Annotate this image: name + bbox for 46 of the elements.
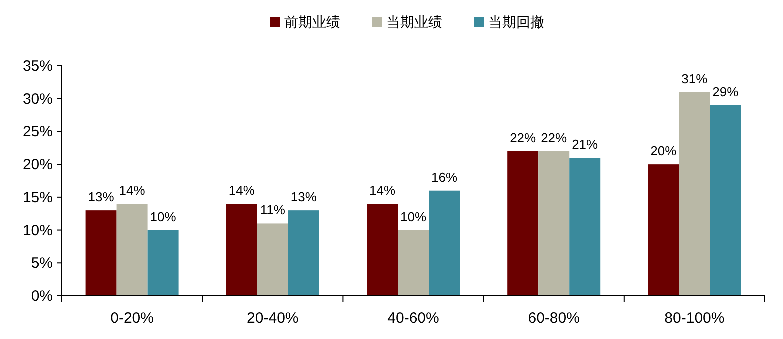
data-label: 20% [650,144,678,159]
bar [257,224,288,296]
data-label: 29% [712,84,740,100]
legend-label: 前期业绩 [284,14,340,30]
bar [679,92,710,296]
bar [710,105,742,296]
data-label: 10% [400,209,427,224]
data-label: 22% [510,130,537,146]
y-tick-label: 5% [31,255,53,272]
data-label: 13% [290,190,318,205]
bar [86,210,117,296]
y-tick-label: 0% [31,288,53,305]
bar [429,190,460,296]
data-label: 13% [88,190,115,205]
legend-label: 当期回撤 [488,14,544,30]
bar [288,210,320,296]
bar [508,151,539,296]
bar [148,230,179,296]
y-tick-label: 10% [22,222,53,240]
bar [538,151,570,296]
bar [226,204,258,296]
data-label: 16% [431,170,458,185]
data-label: 14% [369,183,396,198]
x-tick-label: 80-100% [664,310,725,327]
legend-label: 当期业绩 [386,14,442,30]
x-tick-label: 40-60% [388,310,440,327]
x-tick-label: 20-40% [247,310,299,327]
x-tick-label: 60-80% [528,310,580,327]
bar [116,204,148,296]
bar [570,158,601,296]
y-tick-label: 35% [22,58,53,75]
data-label: 11% [260,202,286,218]
bar [367,204,398,296]
y-tick-label: 15% [22,189,53,206]
bar [398,230,429,296]
data-label: 10% [150,209,177,224]
data-label: 14% [119,183,146,198]
x-tick-label: 0-20% [110,310,154,327]
data-label: 21% [572,137,599,152]
bar [648,164,680,296]
y-tick-label: 30% [22,90,53,108]
y-tick-label: 20% [22,156,53,174]
y-tick-label: 25% [22,124,53,141]
data-label: 31% [682,71,708,86]
data-label: 22% [541,130,568,146]
data-label: 14% [228,183,256,198]
